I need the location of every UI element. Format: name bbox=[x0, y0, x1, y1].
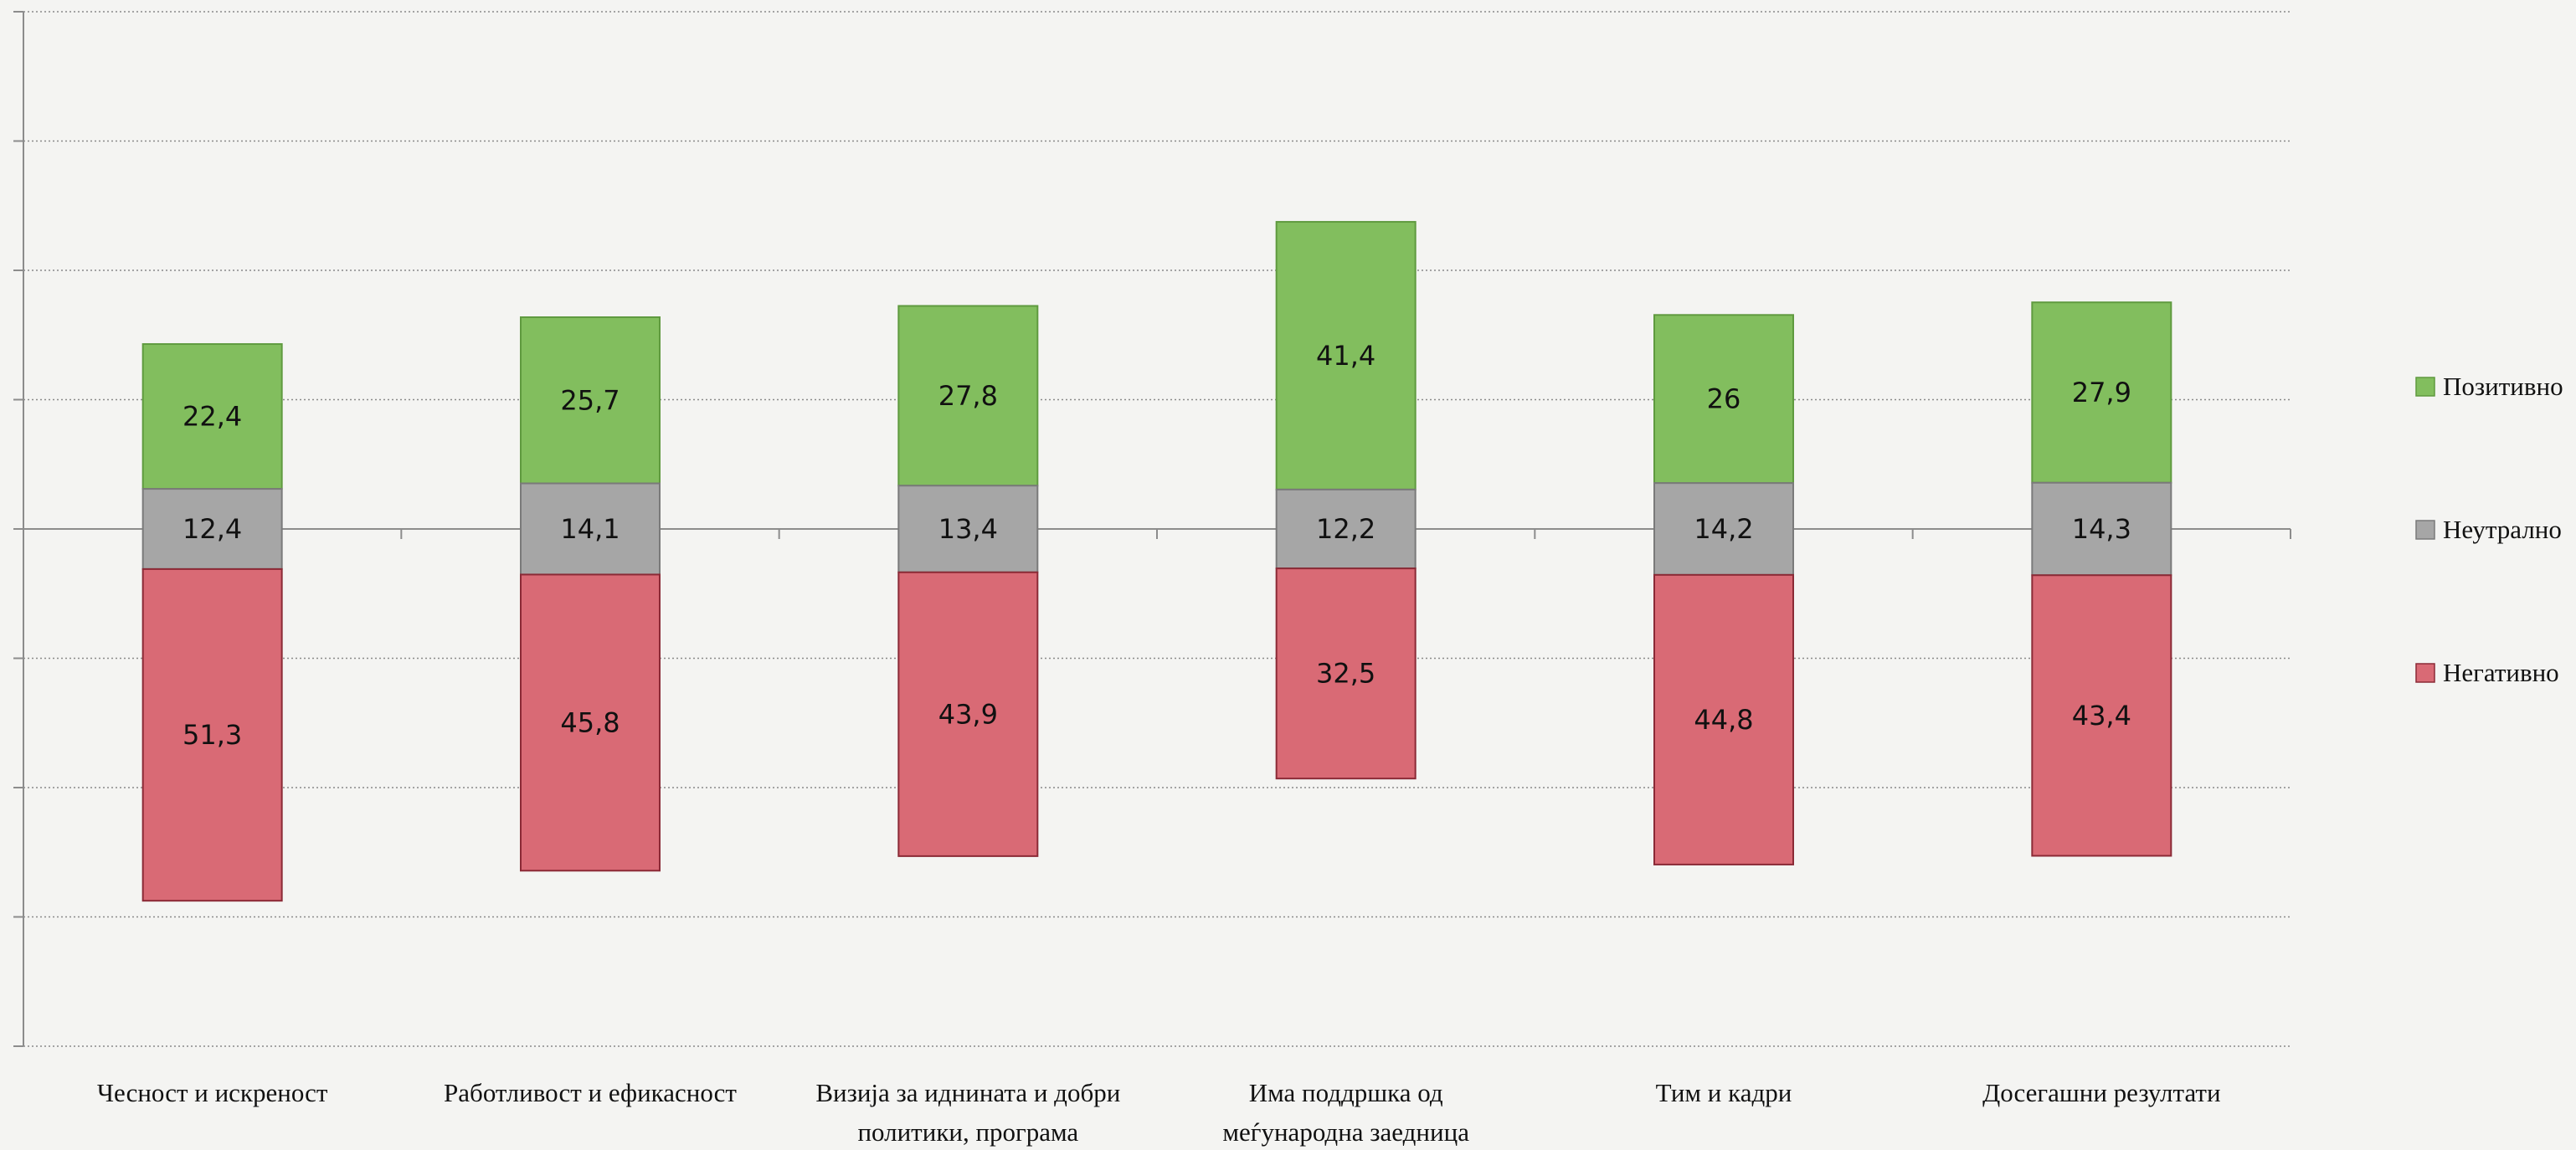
category-label: Тим и кадри bbox=[1656, 1078, 1792, 1107]
data-label: 45,8 bbox=[560, 706, 620, 738]
data-label: 27,8 bbox=[938, 380, 998, 412]
data-label: 14,1 bbox=[560, 513, 620, 545]
legend-label: Негативно bbox=[2443, 658, 2559, 687]
gridlines bbox=[23, 11, 2291, 1047]
category-label: Визија за иднината и добри bbox=[815, 1078, 1120, 1107]
bar-neutral bbox=[1653, 482, 1794, 576]
bar-neutral bbox=[2031, 481, 2172, 577]
category-label: Чесност и искреност bbox=[97, 1078, 328, 1107]
bar-positive bbox=[2031, 301, 2172, 484]
bar-negative bbox=[1275, 567, 1417, 780]
category-label: политики, програма bbox=[857, 1117, 1078, 1147]
data-label: 22,4 bbox=[183, 401, 242, 433]
bar-negative bbox=[520, 573, 661, 872]
data-label: 44,8 bbox=[1694, 704, 1753, 736]
data-label: 43,9 bbox=[938, 698, 998, 730]
data-label: 41,4 bbox=[1316, 340, 1375, 372]
legend: Позитивно Неутрално Негативно bbox=[2415, 372, 2563, 687]
data-label: 43,4 bbox=[2072, 700, 2131, 732]
legend-swatch bbox=[2415, 520, 2435, 540]
bar-positive bbox=[1275, 221, 1417, 490]
bars: 22,4 12,4 51,3 25,7 14,1 45,8 27,8 13,4 43,9 41,4… bbox=[141, 221, 2172, 902]
data-label: 26 bbox=[1707, 383, 1741, 415]
data-label: 32,5 bbox=[1316, 658, 1375, 690]
axes bbox=[13, 11, 2291, 1047]
category-label: меѓународна заедница bbox=[1222, 1117, 1469, 1147]
bar-negative bbox=[897, 571, 1039, 857]
bar-neutral bbox=[141, 488, 283, 570]
legend-label: Позитивно bbox=[2443, 372, 2563, 401]
category-label: Има поддршка од bbox=[1249, 1078, 1443, 1107]
category-label: Досегашни резултати bbox=[1982, 1078, 2220, 1107]
bar-negative bbox=[2031, 574, 2172, 857]
data-label: 13,4 bbox=[938, 513, 998, 545]
data-label: 12,2 bbox=[1316, 513, 1375, 545]
data-label: 12,4 bbox=[183, 513, 242, 545]
data-label: 25,7 bbox=[560, 384, 620, 416]
bar-neutral bbox=[897, 485, 1039, 573]
bar-positive bbox=[1653, 314, 1794, 485]
data-label: 51,3 bbox=[183, 719, 242, 751]
category-labels: Чесност и искреност Работливост и ефикасн… bbox=[97, 1078, 2221, 1147]
bar-positive bbox=[897, 305, 1039, 487]
data-label: 27,9 bbox=[2072, 377, 2131, 408]
legend-swatch bbox=[2415, 663, 2435, 683]
legend-swatch bbox=[2415, 377, 2435, 397]
bar-neutral bbox=[1275, 488, 1417, 570]
bar-negative bbox=[141, 567, 283, 902]
bar-negative bbox=[1653, 573, 1794, 865]
bar-positive bbox=[141, 343, 283, 490]
data-label: 14,3 bbox=[2072, 513, 2131, 545]
bar-positive bbox=[520, 316, 661, 485]
category-label: Работливост и ефикасност bbox=[444, 1078, 737, 1107]
data-label: 14,2 bbox=[1694, 513, 1753, 545]
legend-label: Неутрално bbox=[2443, 515, 2562, 544]
